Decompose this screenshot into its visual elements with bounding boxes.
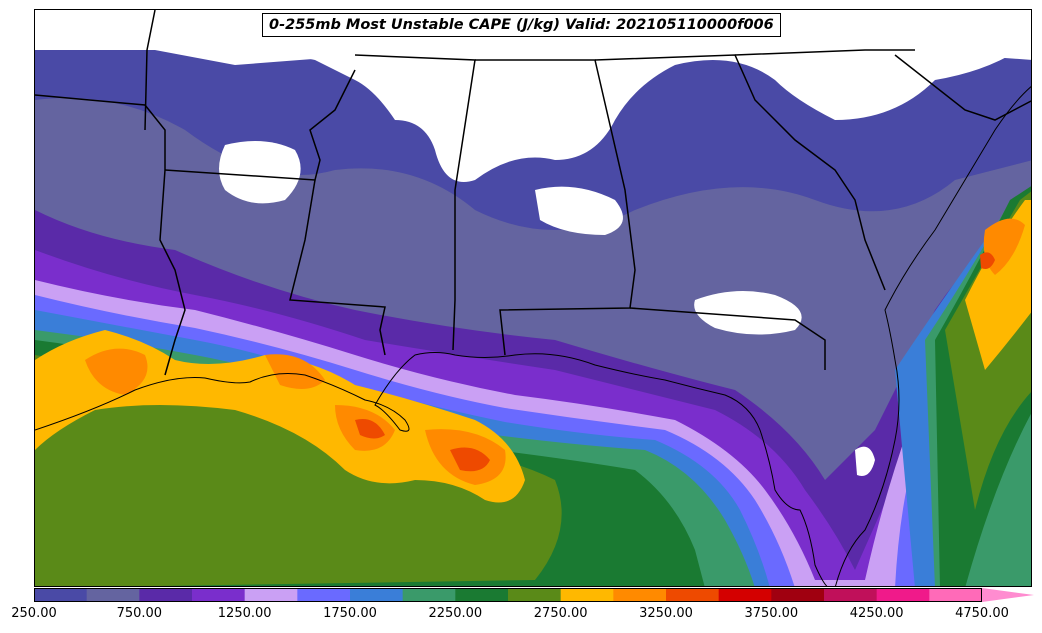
colorbar-segment [34,588,88,602]
colorbar-segment [455,588,509,602]
cape-band-3000 [35,200,1031,503]
colorbar-tick-label: 1250.00 [217,606,272,621]
colorbar-segment [771,588,825,602]
colorbar-border [34,588,982,602]
colorbar-tick-label: 750.00 [116,606,163,621]
colorbar-segment [139,588,193,602]
colorbar-segment [666,588,720,602]
colorbar [34,588,1034,602]
colorbar-segment [508,588,562,602]
colorbar-segment [929,588,983,602]
colorbar-segment [613,588,667,602]
colorbar-tick-label: 250.00 [11,606,57,621]
colorbar-segment [244,588,298,602]
colorbar-extend-arrow [982,588,1034,602]
no-cape-region [855,446,875,476]
colorbar-segment [192,588,246,602]
colorbar-tick-label: 4250.00 [849,606,904,621]
cape-map [34,9,1032,587]
no-cape-region [694,291,802,335]
cape-band-2750 [35,191,1031,586]
colorbar-segment [824,588,878,602]
colorbar-segment [297,588,351,602]
colorbar-tick-label: 2250.00 [428,606,483,621]
colorbar-tick-label: 2750.00 [533,606,588,621]
no-cape-region [155,10,1031,182]
colorbar-segment [350,588,404,602]
colorbar-tick-label: 3750.00 [744,606,799,621]
colorbar-segment [560,588,614,602]
colorbar-segment [718,588,772,602]
colorbar-tick-label: 1750.00 [323,606,377,621]
state-boundaries [35,10,1031,376]
no-cape-region [219,141,301,204]
map-canvas [35,10,1031,586]
colorbar-segment [86,588,140,602]
colorbar-tick-label: 3250.00 [639,606,693,621]
colorbar-segment [402,588,456,602]
colorbar-tick-label: 4750.00 [955,606,1009,621]
colorbar-segment [876,588,930,602]
map-title: 0-255mb Most Unstable CAPE (J/kg) Valid:… [262,13,781,37]
coastline [35,86,1031,586]
no-cape-region [535,186,623,235]
